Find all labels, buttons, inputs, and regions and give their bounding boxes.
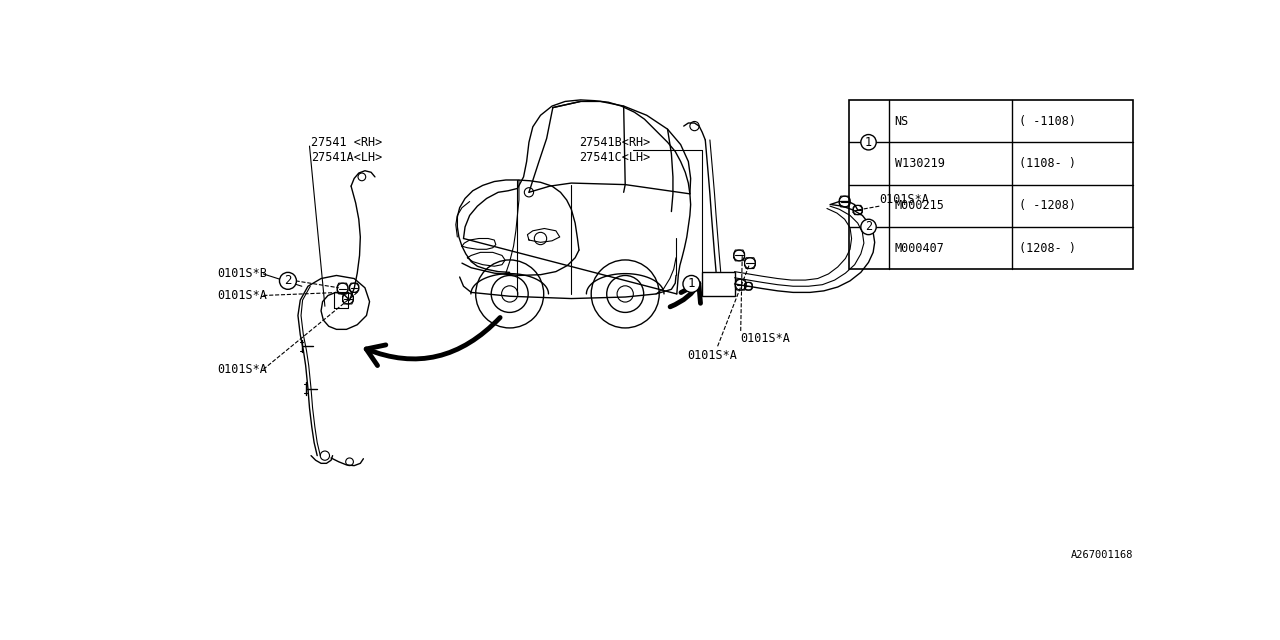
Text: 27541B<RH>: 27541B<RH> [579, 136, 650, 148]
Text: 0101S*B: 0101S*B [218, 268, 268, 280]
Bar [849, 100, 1133, 269]
Text: NS: NS [895, 115, 909, 127]
Text: (1108- ): (1108- ) [1019, 157, 1076, 170]
Text: 0101S*A: 0101S*A [218, 289, 268, 302]
Text: W130219: W130219 [895, 157, 945, 170]
Text: 1: 1 [687, 277, 695, 291]
FancyArrowPatch shape [671, 284, 700, 307]
Circle shape [861, 134, 877, 150]
Circle shape [279, 273, 297, 289]
Text: 27541A<LH>: 27541A<LH> [311, 151, 383, 164]
Text: 2: 2 [865, 220, 872, 234]
Text: ( -1108): ( -1108) [1019, 115, 1076, 127]
Text: (1208- ): (1208- ) [1019, 242, 1076, 255]
Text: M000215: M000215 [895, 199, 945, 212]
Circle shape [684, 275, 700, 292]
Text: 27541 <RH>: 27541 <RH> [311, 136, 383, 148]
Text: 1: 1 [865, 136, 872, 148]
Circle shape [861, 220, 877, 235]
Text: 0101S*A: 0101S*A [741, 332, 791, 345]
Bar [703, 271, 735, 296]
Text: ( -1208): ( -1208) [1019, 199, 1076, 212]
Text: 0101S*A: 0101S*A [687, 349, 737, 362]
Text: A267001168: A267001168 [1071, 550, 1133, 561]
Text: 0101S*A: 0101S*A [218, 363, 268, 376]
Text: 0101S*A: 0101S*A [879, 193, 929, 207]
Text: 27541C<LH>: 27541C<LH> [579, 151, 650, 164]
FancyArrowPatch shape [366, 317, 500, 365]
Text: M000407: M000407 [895, 242, 945, 255]
Text: 2: 2 [284, 275, 292, 287]
